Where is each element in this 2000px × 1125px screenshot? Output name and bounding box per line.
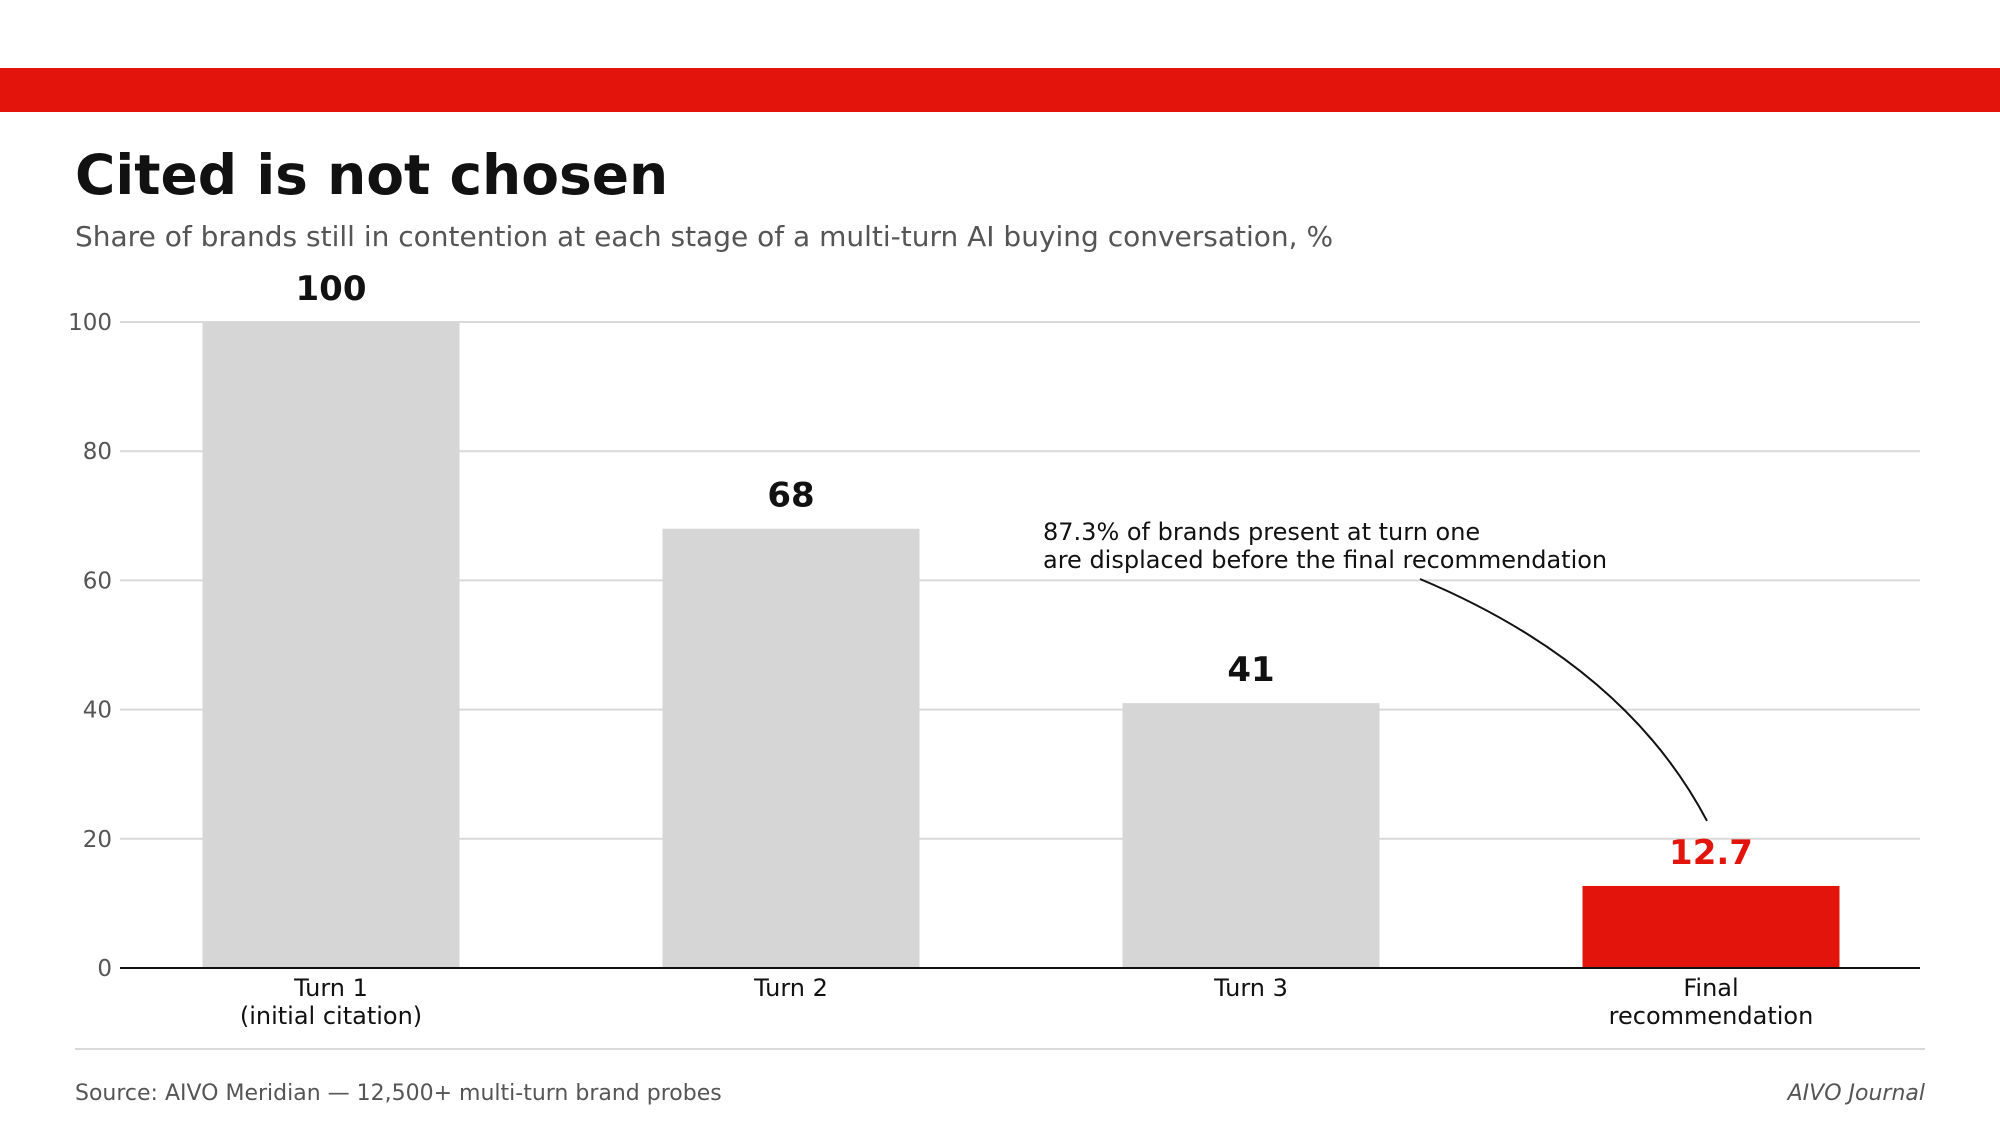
bar-4 xyxy=(1582,885,1840,968)
chart-title: Cited is not chosen xyxy=(75,143,669,207)
x-tick-label: Final xyxy=(1683,974,1738,1002)
accent-bar xyxy=(0,68,2000,112)
bar-1 xyxy=(202,322,460,968)
y-tick-label: 60 xyxy=(83,568,112,594)
bar-3 xyxy=(1122,703,1380,968)
y-tick-label: 20 xyxy=(83,827,112,853)
annotation-arrow xyxy=(1419,578,1708,822)
source-note: Source: AIVO Meridian — 12,500+ multi-tu… xyxy=(75,1081,722,1106)
value-label: 12.7 xyxy=(1669,833,1753,873)
value-label: 41 xyxy=(1227,650,1274,690)
value-label: 68 xyxy=(767,476,814,516)
bar-2 xyxy=(662,528,920,968)
x-tick-label: (initial citation) xyxy=(240,1002,422,1030)
y-tick-label: 80 xyxy=(83,439,112,465)
annotation-text: 87.3% of brands present at turn one xyxy=(1043,518,1480,546)
x-tick-label: Turn 3 xyxy=(1213,974,1288,1002)
x-tick-label: recommendation xyxy=(1609,1002,1814,1030)
chart-subtitle: Share of brands still in contention at e… xyxy=(75,220,1334,253)
x-tick-label: Turn 2 xyxy=(753,974,828,1002)
publication-brand: AIVO Journal xyxy=(1787,1081,1925,1106)
footer-divider xyxy=(75,1048,1925,1050)
annotation-text: are displaced before the final recommend… xyxy=(1043,546,1607,574)
y-tick-label: 40 xyxy=(83,698,112,724)
x-tick-label: Turn 1 xyxy=(293,974,368,1002)
y-tick-label: 100 xyxy=(68,310,112,336)
y-tick-label: 0 xyxy=(97,956,112,982)
value-label: 100 xyxy=(296,269,367,309)
